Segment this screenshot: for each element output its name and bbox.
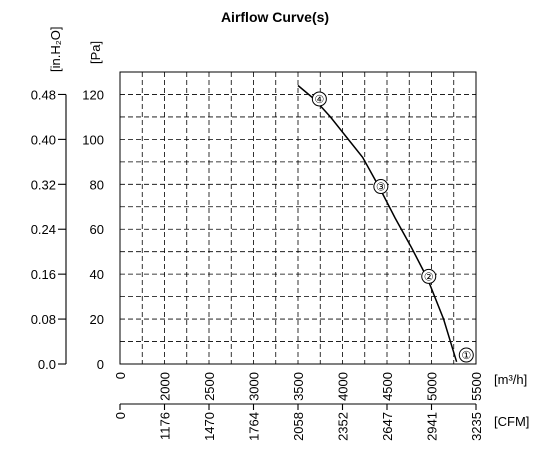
x-tick-label-m3h: 2000: [158, 372, 173, 401]
x-tick-label-m3h: 5500: [469, 372, 484, 401]
x-tick-label-cfm: 1764: [247, 412, 262, 441]
x-unit-cfm: [CFM]: [494, 414, 529, 429]
x-unit-m3h: [m³/h]: [494, 372, 527, 387]
operating-point-circle: [311, 91, 327, 107]
y-tick-label-pa: 0: [97, 357, 104, 372]
x-tick-label-m3h: 3000: [247, 372, 262, 401]
y-tick-label-inh2o: 0.40: [31, 132, 56, 147]
operating-point-label: ④: [314, 94, 324, 106]
airflow-curve-line: [297, 84, 458, 363]
x-tick-label-m3h: 4000: [336, 372, 351, 401]
operating-point-circle: [373, 179, 389, 195]
x-tick-label-cfm: 2352: [336, 412, 351, 441]
y-tick-label-inh2o: 0.32: [31, 177, 56, 192]
x-tick-label-m3h: 3500: [291, 372, 306, 401]
x-axis-cfm: 0 1176 1470 1764 2058 2352 2647 2941 3235: [113, 403, 484, 441]
y-tick-label-pa: 120: [82, 87, 104, 102]
x-tick-labels-m3h: 0 2000 2500 3000 3500 4000 4500 5000 5500: [113, 372, 484, 401]
y-unit-pa: [Pa]: [88, 41, 103, 64]
x-tick-label-m3h: 4500: [380, 372, 395, 401]
chart-title: Airflow Curve(s): [221, 9, 329, 25]
y-tick-label-inh2o: 0.0: [38, 357, 56, 372]
x-tick-label-cfm: 2058: [291, 412, 306, 441]
x-tick-label-cfm: 2941: [425, 412, 440, 441]
y-unit-inh2o: [in.H₂O]: [48, 27, 63, 73]
operating-point-label: ③: [376, 182, 386, 194]
y-tick-label-inh2o: 0.48: [31, 87, 56, 102]
x-tick-label-m3h: 0: [113, 372, 128, 379]
y-tick-label-pa: 80: [90, 177, 104, 192]
operating-point-label: ①: [461, 350, 471, 362]
y-tick-label-pa: 20: [90, 312, 104, 327]
x-tick-label-m3h: 5000: [425, 372, 440, 401]
x-tick-label-cfm: 1176: [158, 412, 173, 440]
x-tick-label-cfm: 0: [113, 412, 128, 419]
y-tick-label-pa: 60: [90, 222, 104, 237]
y-tick-label-pa: 40: [90, 267, 104, 282]
plot-frame: [119, 71, 477, 365]
x-tick-label-cfm: 1470: [202, 412, 217, 441]
y-tick-label-inh2o: 0.08: [31, 312, 56, 327]
y-tick-labels: 0 20 40 60 80 100 120: [82, 87, 104, 372]
x-tick-label-cfm: 3235: [469, 412, 484, 441]
x-tick-label-m3h: 2500: [202, 372, 217, 401]
x-tick-label-cfm: 2647: [380, 412, 395, 441]
y-tick-label-inh2o: 0.24: [31, 222, 56, 237]
operating-point-markers: ① ② ③ ④: [311, 91, 474, 363]
secondary-y-axis: 0.0 0.08 0.16 0.24 0.32 0.40 0.48: [31, 87, 67, 372]
grid: [120, 72, 476, 364]
operating-point-circle: [421, 268, 437, 284]
y-tick-label-pa: 100: [82, 132, 104, 147]
operating-point-label: ②: [424, 271, 434, 283]
operating-point-circle: [458, 347, 474, 363]
y-tick-label-inh2o: 0.16: [31, 267, 56, 282]
